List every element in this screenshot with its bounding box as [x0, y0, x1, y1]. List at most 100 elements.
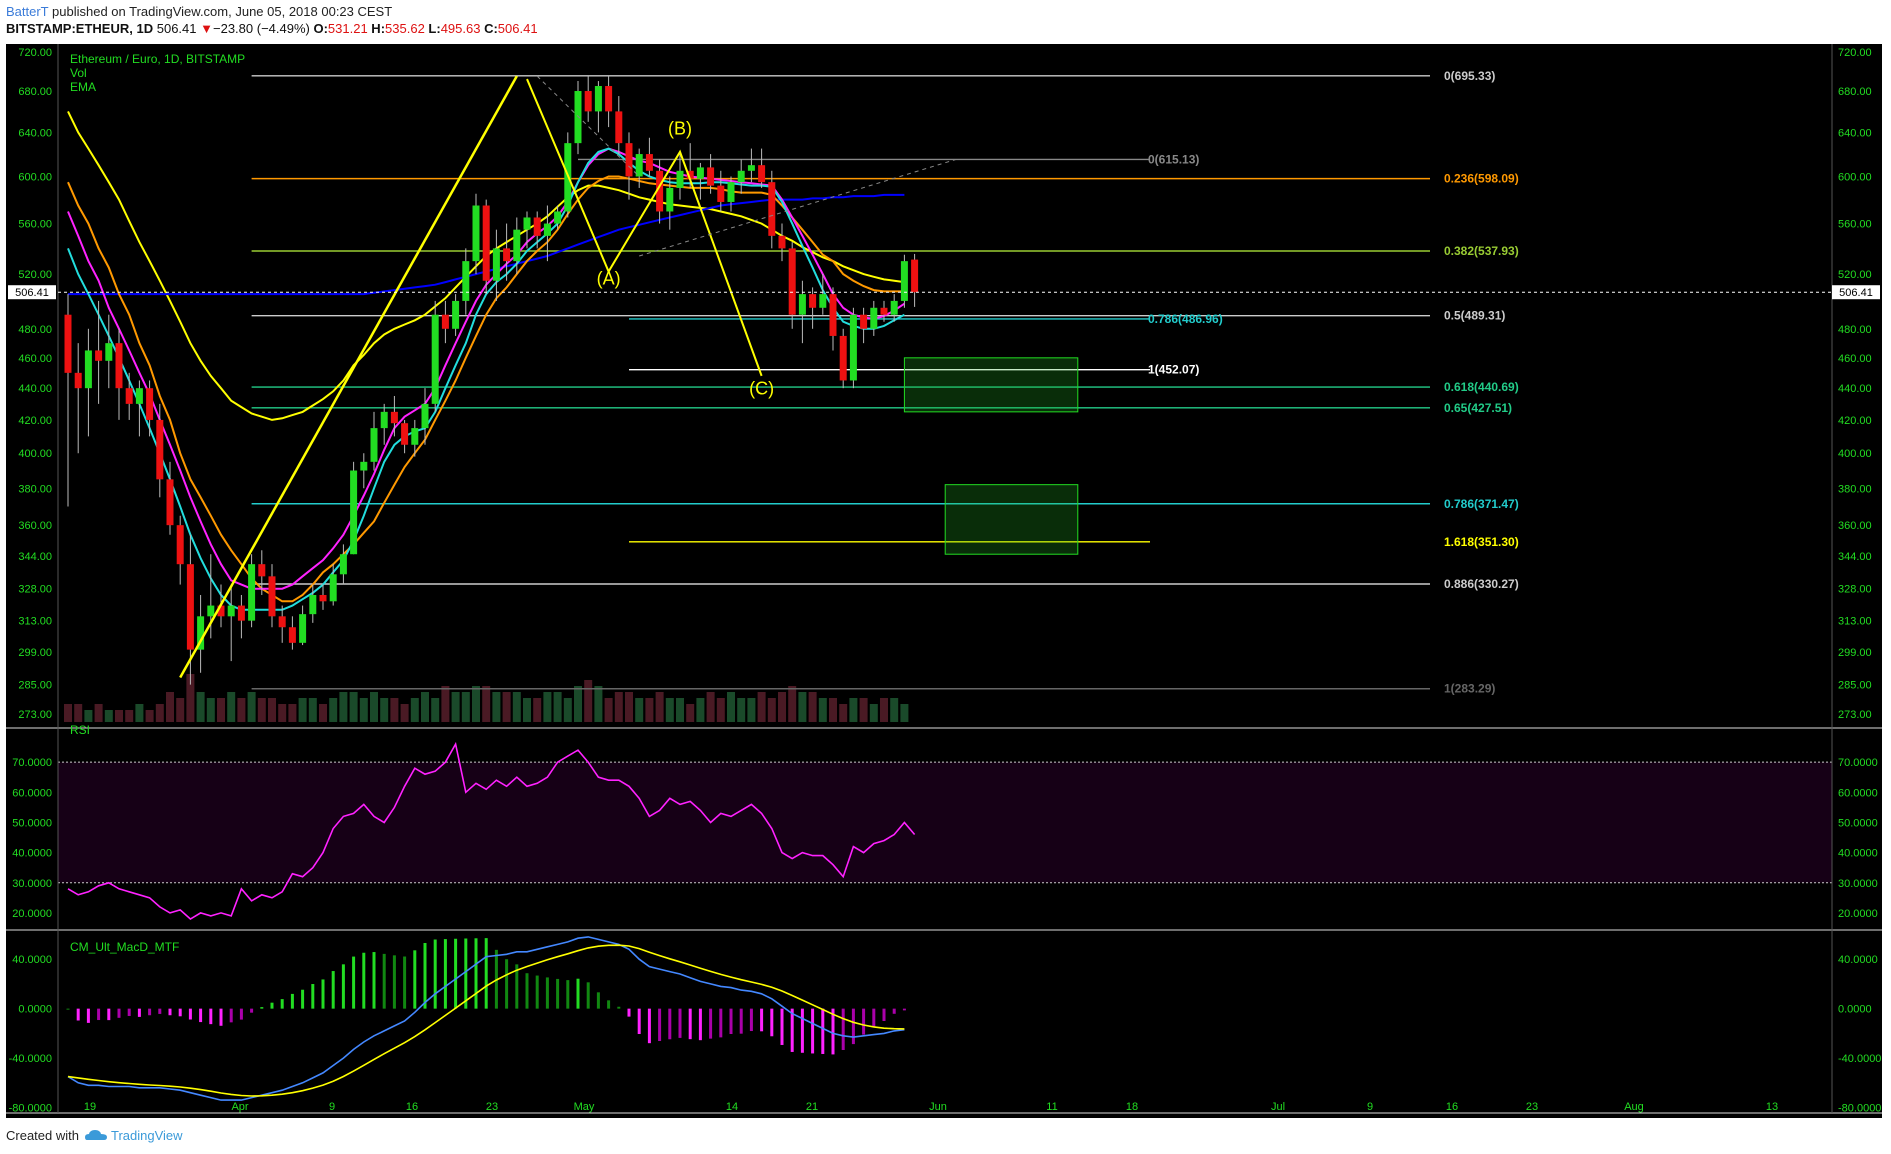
rsi-tick-label-left: 40.0000	[12, 848, 52, 860]
candle-body	[574, 91, 582, 144]
candle-body	[707, 167, 715, 186]
candle-body	[829, 294, 837, 336]
candle-body	[584, 91, 592, 112]
candle-body	[615, 111, 623, 144]
volume-bar	[421, 692, 429, 722]
chart-background	[6, 44, 1882, 1118]
price-tick-label-left: 600.00	[18, 171, 52, 183]
price-tick-label-right: 360.00	[1838, 520, 1872, 532]
price-tick-label-left: 560.00	[18, 219, 52, 231]
macd-histogram-bar	[729, 1008, 733, 1034]
abc-wave-path	[526, 78, 763, 377]
price-tick-label-left: 299.00	[18, 647, 52, 659]
volume-bar	[257, 698, 266, 722]
time-tick-label: 9	[1367, 1101, 1373, 1113]
macd-histogram-bar	[168, 1008, 172, 1016]
candle-body	[839, 335, 847, 381]
price-tick-label-right: 440.00	[1838, 383, 1872, 395]
macd-histogram-bar	[311, 984, 315, 1009]
fib-level-label: 1(452.07)	[1148, 363, 1199, 377]
macd-tick-label-right: -40.0000	[1838, 1053, 1881, 1065]
macd-histogram-bar	[270, 1002, 274, 1009]
volume-bar	[808, 692, 817, 722]
macd-tick-label-left: -80.0000	[9, 1103, 52, 1115]
macd-histogram-bar	[790, 1008, 794, 1052]
projection-dashed-line	[639, 159, 956, 257]
last-price-badge-right-text: 506.41	[1839, 287, 1873, 299]
volume-bar	[829, 698, 837, 722]
volume-bar	[645, 698, 654, 722]
volume-bar	[625, 692, 633, 722]
macd-histogram-bar	[464, 938, 468, 1009]
macd-histogram-bar	[770, 1008, 774, 1037]
macd-histogram-bar	[698, 1008, 702, 1041]
macd-histogram-bar	[209, 1008, 213, 1025]
volume-bar	[288, 704, 297, 722]
macd-histogram-bar	[66, 1008, 70, 1010]
macd-histogram-bar	[199, 1008, 203, 1023]
legend-ema: EMA	[70, 80, 96, 94]
price-tick-label-left: 328.00	[18, 584, 52, 596]
time-tick-label: 14	[726, 1101, 738, 1113]
candle-body	[809, 294, 817, 308]
volume-bar	[227, 692, 236, 722]
volume-bar	[635, 698, 644, 722]
cloud-logo-icon	[84, 1130, 107, 1140]
candle-body	[482, 205, 490, 281]
time-tick-label: Aug	[1624, 1101, 1644, 1113]
candle-body	[64, 314, 72, 373]
wave-label: (A)	[597, 269, 621, 289]
last-price-badge-right	[1832, 285, 1880, 300]
author-link[interactable]: BatterT	[6, 4, 49, 19]
macd-histogram-bar	[250, 1008, 254, 1013]
volume-bar	[359, 698, 368, 722]
time-tick-label: 23	[1526, 1101, 1538, 1113]
macd-histogram-bar	[433, 939, 437, 1009]
macd-histogram-bar	[841, 1008, 845, 1050]
macd-histogram-bar	[423, 942, 427, 1009]
price-tick-label-left: 460.00	[18, 353, 52, 365]
chart-canvas[interactable]: 0(695.33) 0(615.13) 0.236(598.09) 0.382(537…	[0, 44, 1891, 1122]
candle-body	[105, 343, 113, 361]
tradingview-link[interactable]: TradingView	[110, 1128, 183, 1143]
volume-bar	[472, 686, 480, 722]
volume-bar	[512, 692, 521, 722]
price-tick-label-right: 420.00	[1838, 415, 1872, 427]
macd-histogram-bar	[515, 964, 519, 1009]
rsi-tick-label-left: 20.0000	[12, 908, 52, 920]
publish-text: published on TradingView.com, June 05, 2…	[52, 4, 393, 19]
rsi-tick-label-left: 60.0000	[12, 787, 52, 799]
volume-bar	[737, 698, 746, 722]
price-tick-label-left: 520.00	[18, 269, 52, 281]
candle-body	[166, 479, 174, 526]
volume-bar	[706, 692, 715, 722]
volume-bar	[563, 698, 572, 722]
candle-body	[227, 605, 235, 617]
time-tick-label: 16	[406, 1101, 418, 1113]
volume-bar	[757, 692, 766, 722]
price-tick-label-right: 640.00	[1838, 127, 1872, 139]
macd-histogram-bar	[178, 1008, 182, 1017]
macd-histogram-bar	[545, 977, 549, 1009]
candle-body	[360, 461, 368, 471]
macd-histogram-bar	[290, 993, 294, 1009]
rsi-tick-label-left: 30.0000	[12, 878, 52, 890]
candle-body	[217, 605, 225, 617]
fib-level-label: 0(615.13)	[1148, 152, 1199, 166]
volume-bar	[533, 698, 542, 722]
macd-histogram-bar	[627, 1008, 631, 1017]
fib-level-label: 0.786(371.47)	[1444, 497, 1519, 511]
candle-body	[339, 554, 347, 575]
last-price-badge-left-text: 506.41	[15, 287, 49, 299]
price-tick-label-left: 480.00	[18, 324, 52, 336]
fib-level-label: 0.65(427.51)	[1444, 401, 1512, 415]
volume-bar	[339, 692, 348, 722]
candle-body	[676, 170, 684, 188]
volume-bar	[176, 698, 185, 722]
price-tick-label-left: 273.00	[18, 709, 52, 721]
created-with: Created with	[6, 1128, 79, 1143]
macd-histogram-bar	[647, 1008, 651, 1044]
macd-histogram-bar	[709, 1008, 713, 1039]
price-tick-label-right: 328.00	[1838, 584, 1872, 596]
price-tick-label-right: 480.00	[1838, 324, 1872, 336]
